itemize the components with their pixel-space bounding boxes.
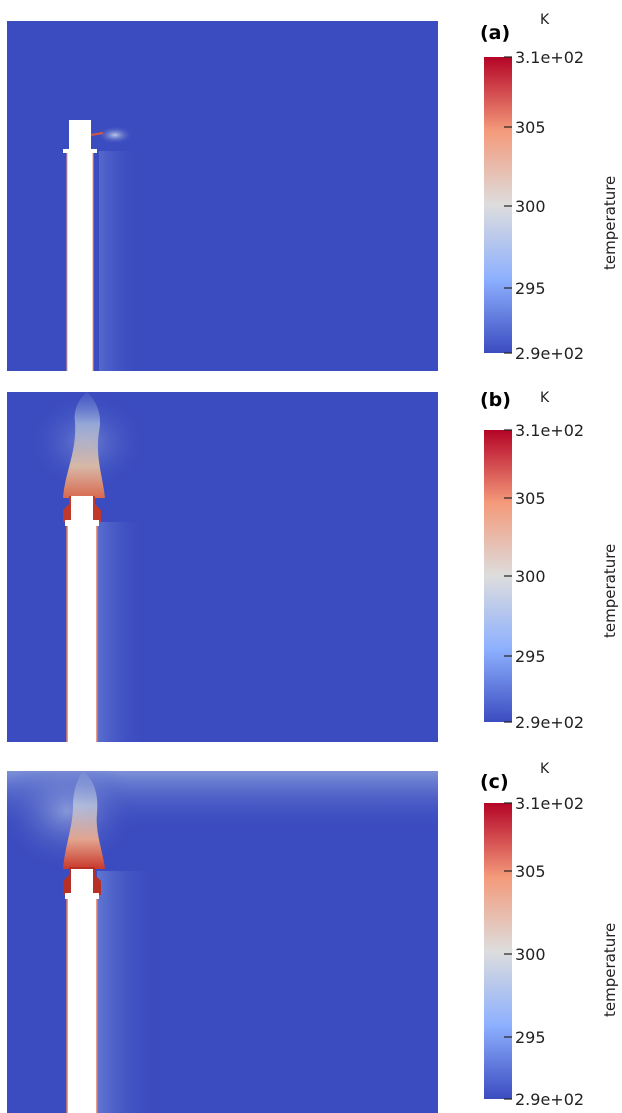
temperature-field-a [7,21,438,371]
solid-body [65,869,99,1113]
tick-label-min: 2.9e+02 [515,713,584,732]
tick-label-300: 300 [515,567,546,586]
colorbar-b: K 3.1e+02 305 300 295 2.9e+02 temperatur… [474,376,622,736]
tick-label-300: 300 [515,197,546,216]
tick-label-295: 295 [515,279,546,298]
tick-label-295: 295 [515,647,546,666]
body-edge [66,153,94,371]
tick-label-295: 295 [515,1028,546,1047]
tick-label-min: 2.9e+02 [515,1090,584,1109]
tick-label-max: 3.1e+02 [515,48,584,67]
colorbar-svg-a: K 3.1e+02 305 300 295 2.9e+02 temperatur… [484,12,619,363]
colorbar-title: temperature [601,923,619,1017]
colorbar-gradient [484,803,512,1099]
colorbar-a: K 3.1e+02 305 300 295 2.9e+02 temperatur… [474,6,622,366]
panel-label-c: (c) [480,771,509,793]
colorbar-title: temperature [601,176,619,270]
wall-halo [97,522,147,742]
plume [63,392,105,498]
plume [97,126,133,144]
panel-label-b: (b) [480,389,511,411]
field-svg-b [7,392,438,742]
colorbar-unit: K [540,390,550,406]
tick-label-max: 3.1e+02 [515,794,584,813]
wall-halo [99,151,139,371]
body-edge [66,526,98,742]
colorbar-title: temperature [601,544,619,638]
hot-spot [90,132,104,136]
colorbar-gradient [484,57,512,353]
plume [63,771,105,869]
tick-label-305: 305 [515,489,546,508]
temperature-field-c [7,771,438,1113]
field-svg-a [7,21,438,371]
colorbar-svg-b: K 3.1e+02 305 300 295 2.9e+02 temperatur… [484,390,619,732]
wall-halo [97,871,157,1113]
solid-body [63,120,97,371]
colorbar-unit: K [540,761,550,777]
field-svg-c [7,771,438,1113]
colorbar-c: K 3.1e+02 305 300 295 2.9e+02 temperatur… [474,751,622,1111]
solid-body [65,496,99,742]
tick-label-305: 305 [515,862,546,881]
tick-label-max: 3.1e+02 [515,421,584,440]
tick-label-305: 305 [515,118,546,137]
tick-label-300: 300 [515,945,546,964]
body-edge [66,899,98,1113]
temperature-field-b [7,392,438,742]
colorbar-svg-c: K 3.1e+02 305 300 295 2.9e+02 temperatur… [484,761,619,1109]
tick-label-min: 2.9e+02 [515,344,584,363]
panel-label-a: (a) [480,22,511,44]
colorbar-unit: K [540,12,550,28]
